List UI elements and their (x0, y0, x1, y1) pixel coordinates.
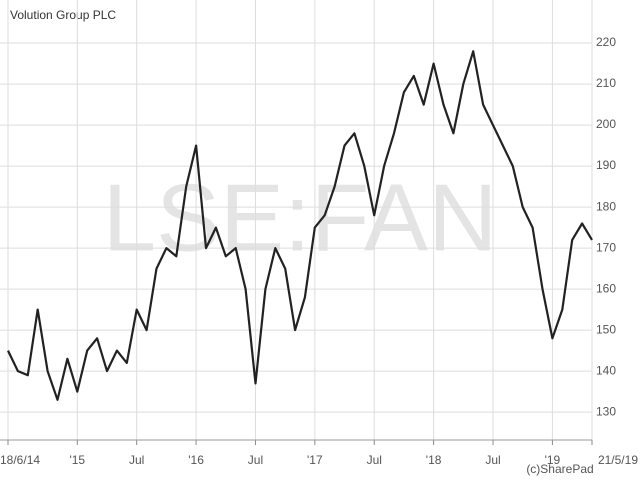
watermark: LSE:FAN (103, 164, 498, 271)
x-tick-label: Jul (367, 453, 382, 467)
x-tick-label: Jul (485, 453, 500, 467)
y-tick-label: 200 (596, 117, 616, 131)
x-tick-label: 18/6/14 (0, 453, 40, 467)
price-line (7, 50, 593, 401)
y-tick-label: 130 (596, 404, 616, 418)
x-tick-label: 21/5/19 (598, 453, 638, 467)
x-tick-label: '17 (307, 453, 323, 467)
y-tick-label: 210 (596, 76, 616, 90)
y-tick-label: 140 (596, 363, 616, 377)
chart-title: Volution Group PLC (10, 8, 116, 22)
y-tick-label: 180 (596, 199, 616, 213)
x-tick-label: Jul (248, 453, 263, 467)
x-tick-label: '16 (188, 453, 204, 467)
y-tick-label: 150 (596, 322, 616, 336)
x-tick-label: '19 (545, 453, 561, 467)
credit: (c)SharePad (526, 462, 593, 476)
x-tick-label: Jul (129, 453, 144, 467)
y-tick-label: 160 (596, 281, 616, 295)
y-tick-label: 220 (596, 35, 616, 49)
y-tick-label: 190 (596, 158, 616, 172)
x-tick-label: '15 (69, 453, 85, 467)
y-tick-label: 170 (596, 240, 616, 254)
x-tick-label: '18 (426, 453, 442, 467)
